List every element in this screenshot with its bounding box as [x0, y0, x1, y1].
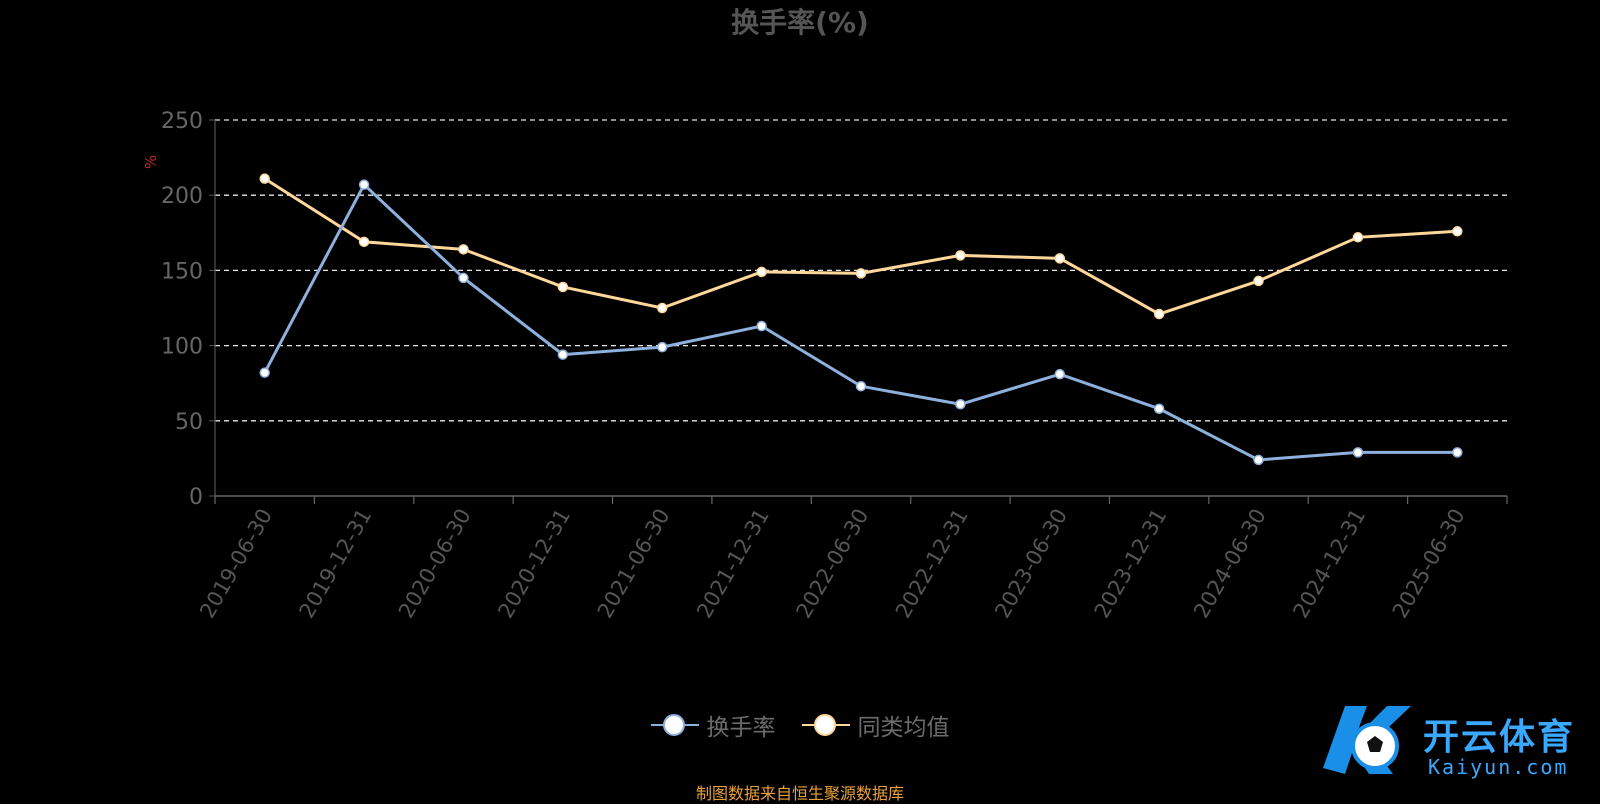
y-tick-label: 250	[161, 109, 203, 134]
y-tick-label: 100	[161, 335, 203, 360]
x-tick-label: 2021-06-30	[593, 505, 675, 623]
data-point[interactable]	[1452, 226, 1463, 237]
data-point[interactable]	[1153, 308, 1165, 320]
data-point[interactable]	[855, 380, 867, 392]
data-point[interactable]	[259, 173, 270, 184]
legend: 换手率 同类均值	[0, 708, 1600, 742]
x-tick-label: 2024-06-30	[1189, 505, 1271, 623]
data-point[interactable]	[1352, 447, 1364, 458]
data-point[interactable]	[458, 244, 469, 255]
x-tick-label: 2019-06-30	[195, 505, 277, 623]
x-tick-label: 2019-12-31	[295, 505, 377, 623]
y-axis-label: %	[142, 155, 160, 169]
legend-label-turnover: 换手率	[706, 715, 776, 741]
y-axis: 0 50 100 150 200 250	[161, 109, 216, 510]
legend-swatch-peer-average	[801, 714, 850, 736]
data-point[interactable]	[955, 250, 966, 261]
x-tick-label: 2020-06-30	[394, 505, 476, 623]
data-point[interactable]	[458, 272, 469, 284]
series-line-1	[263, 177, 1458, 316]
data-point[interactable]	[855, 268, 867, 279]
brand-name: 开云体育	[1423, 717, 1576, 758]
data-point[interactable]	[656, 341, 668, 353]
brand-site: Kaiyun.com	[1428, 755, 1569, 779]
data-point[interactable]	[756, 320, 767, 332]
y-tick-label: 0	[189, 485, 203, 510]
data-point[interactable]	[259, 367, 270, 378]
x-tick-label: 2022-12-31	[891, 505, 973, 623]
data-point[interactable]	[756, 266, 767, 278]
data-point[interactable]	[557, 281, 569, 293]
data-point[interactable]	[1253, 275, 1264, 287]
x-tick-label: 2025-06-30	[1388, 505, 1470, 623]
chart-title: 换手率(%)	[731, 6, 869, 39]
data-point[interactable]	[1054, 368, 1066, 380]
series-line-0	[263, 183, 1458, 462]
x-tick-label: 2024-12-31	[1288, 505, 1370, 623]
data-point[interactable]	[1153, 403, 1165, 415]
data-point[interactable]	[955, 399, 966, 410]
data-point[interactable]	[358, 236, 370, 248]
x-tick-label: 2023-06-30	[990, 505, 1072, 623]
x-tick-label: 2023-12-31	[1090, 505, 1172, 623]
data-point[interactable]	[1054, 253, 1066, 264]
data-point[interactable]	[557, 349, 569, 360]
data-point[interactable]	[1452, 447, 1463, 458]
y-tick-label: 200	[161, 184, 203, 209]
x-tick-label: 2022-06-30	[792, 505, 874, 623]
series-layer	[259, 173, 1463, 466]
data-point[interactable]	[1352, 232, 1364, 243]
y-tick-label: 50	[175, 410, 203, 435]
x-tick-label: 2021-12-31	[692, 505, 774, 623]
legend-label-peer-average: 同类均值	[857, 715, 950, 741]
data-point[interactable]	[1253, 454, 1264, 466]
brand-logo-icon	[1323, 706, 1411, 774]
data-source-note: 制图数据来自恒生聚源数据库	[695, 784, 904, 803]
x-axis: 2019-06-30 2019-12-31 2020-06-30 2020-12-31…	[195, 495, 1508, 623]
legend-item-peer-average[interactable]: 同类均值	[801, 708, 950, 742]
y-tick-label: 150	[161, 259, 203, 284]
x-tick-label: 2020-12-31	[493, 505, 575, 623]
legend-swatch-turnover	[650, 714, 699, 736]
legend-item-turnover[interactable]: 换手率	[650, 708, 776, 742]
data-point[interactable]	[656, 302, 668, 314]
data-point[interactable]	[358, 179, 370, 190]
